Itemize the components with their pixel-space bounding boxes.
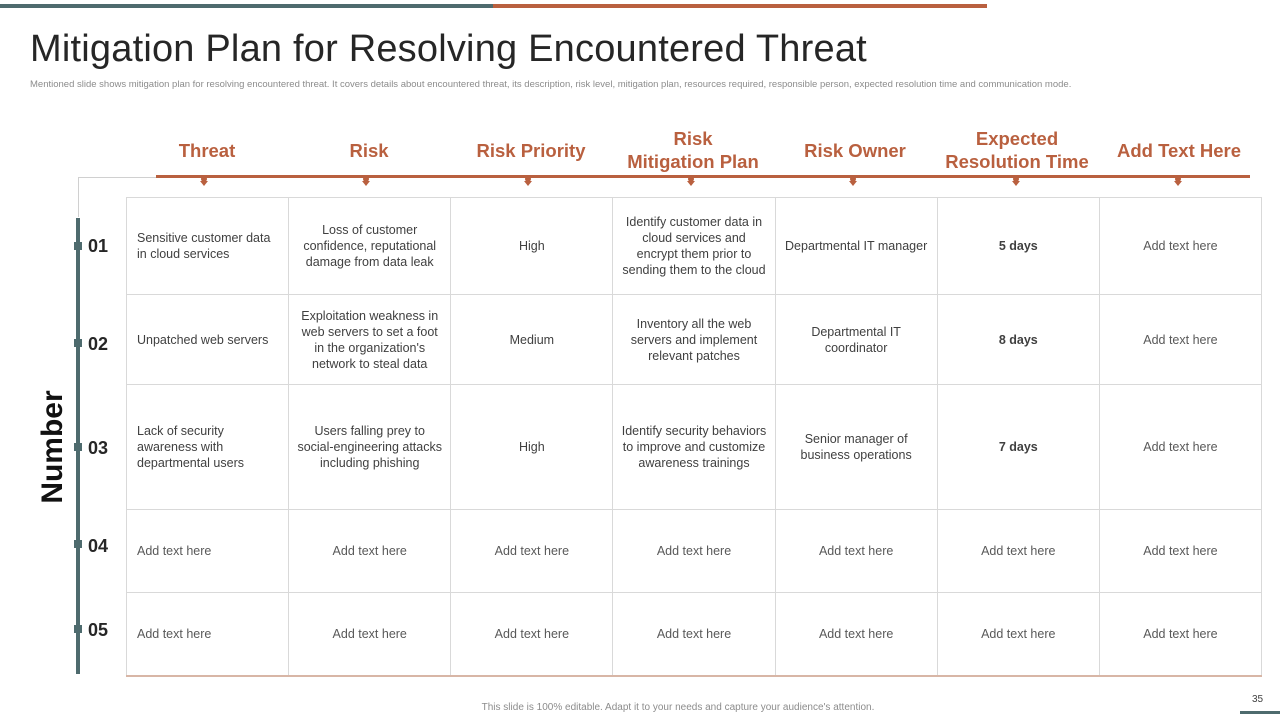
column-marker-icon — [199, 176, 209, 186]
column-marker-icon — [361, 176, 371, 186]
table-cell: Add text here — [125, 592, 290, 677]
table-cell: High — [450, 384, 614, 510]
table-row: Lack of security awareness with departme… — [125, 384, 1263, 510]
column-marker-icon — [686, 176, 696, 186]
table-cell: Departmental IT manager — [774, 197, 938, 295]
page-title: Mitigation Plan for Resolving Encountere… — [30, 28, 867, 70]
row-marker-02 — [74, 339, 82, 347]
table-cell: Add text here — [125, 509, 290, 593]
table-row: Unpatched web servers Exploitation weakn… — [125, 294, 1263, 385]
header-corner-line-vertical — [78, 177, 79, 217]
column-header-risk-owner: Risk Owner — [804, 139, 906, 161]
row-marker-01 — [74, 242, 82, 250]
table-cell: Add text here — [774, 592, 938, 677]
row-number-01: 01 — [88, 236, 109, 256]
column-marker-icon — [1173, 176, 1183, 186]
table-row: Add text here Add text here Add text her… — [125, 592, 1263, 677]
column-marker-icon — [848, 176, 858, 186]
table-cell: Exploitation weakness in web servers to … — [288, 294, 452, 385]
table-cell: Add text here — [450, 509, 614, 593]
table-cell: High — [450, 197, 614, 295]
column-header-expected-resolution-time: Expected Resolution Time — [945, 128, 1089, 172]
column-marker-icon — [1011, 176, 1021, 186]
row-number-02: 02 — [88, 334, 109, 354]
column-header-risk: Risk — [349, 139, 389, 161]
column-header-risk-priority: Risk Priority — [476, 139, 586, 161]
table-cell: Sensitive customer data in cloud service… — [125, 197, 290, 295]
header-divider-line — [156, 175, 1250, 178]
table-cell: Add text here — [1098, 509, 1263, 593]
table-cell: Departmental IT coordinator — [774, 294, 938, 385]
page-number: 35 — [1252, 694, 1264, 705]
row-marker-05 — [74, 625, 82, 633]
top-accent-bar-teal — [0, 4, 493, 8]
column-header-threat: Threat — [178, 139, 236, 161]
row-axis-label: Number — [36, 390, 69, 504]
column-headers: Threat Risk Risk Priority Risk Mitigatio… — [126, 120, 1262, 180]
table-cell: 8 days — [936, 294, 1100, 385]
table-cell: Inventory all the web servers and implem… — [612, 294, 776, 385]
table-cell: Add text here — [612, 592, 776, 677]
column-marker-icon — [523, 176, 533, 186]
table-cell: Add text here — [612, 509, 776, 593]
table-row: Sensitive customer data in cloud service… — [125, 197, 1263, 295]
footer-note: This slide is 100% editable. Adapt it to… — [481, 702, 875, 713]
table-cell: Users falling prey to social-engineering… — [288, 384, 452, 510]
table-cell: Lack of security awareness with departme… — [125, 384, 290, 510]
table-cell: Identify security behaviors to improve a… — [612, 384, 776, 510]
row-number-04: 04 — [88, 536, 109, 556]
table-cell: Loss of customer confidence, reputationa… — [288, 197, 452, 295]
mitigation-plan-table: Sensitive customer data in cloud service… — [125, 197, 1263, 677]
table-cell: Add text here — [936, 509, 1100, 593]
table-cell: Add text here — [450, 592, 614, 677]
row-marker-03 — [74, 443, 82, 451]
table-cell: Add text here — [1098, 384, 1263, 510]
table-cell: Add text here — [1098, 197, 1263, 295]
page-number-underline — [1240, 711, 1280, 714]
table-cell: Add text here — [288, 509, 452, 593]
column-header-risk-mitigation-plan: Risk Mitigation Plan — [627, 128, 759, 172]
table-cell: Add text here — [1098, 592, 1263, 677]
table-cell: Senior manager of business operations — [774, 384, 938, 510]
table-cell: Add text here — [936, 592, 1100, 677]
column-header-add-text: Add Text Here — [1116, 139, 1242, 161]
table-row: Add text here Add text here Add text her… — [125, 509, 1263, 593]
table-cell: Add text here — [774, 509, 938, 593]
table-cell: Medium — [450, 294, 614, 385]
table-cell: Add text here — [288, 592, 452, 677]
row-marker-04 — [74, 540, 82, 548]
table-cell: 7 days — [936, 384, 1100, 510]
table-cell: Identify customer data in cloud services… — [612, 197, 776, 295]
table-cell: Unpatched web servers — [125, 294, 290, 385]
header-corner-line — [78, 177, 156, 178]
table-cell: 5 days — [936, 197, 1100, 295]
top-accent-bar-rust — [493, 4, 987, 8]
table-cell: Add text here — [1098, 294, 1263, 385]
row-number-05: 05 — [88, 620, 109, 640]
page-subtitle: Mentioned slide shows mitigation plan fo… — [30, 79, 1072, 90]
row-number-03: 03 — [88, 438, 109, 458]
